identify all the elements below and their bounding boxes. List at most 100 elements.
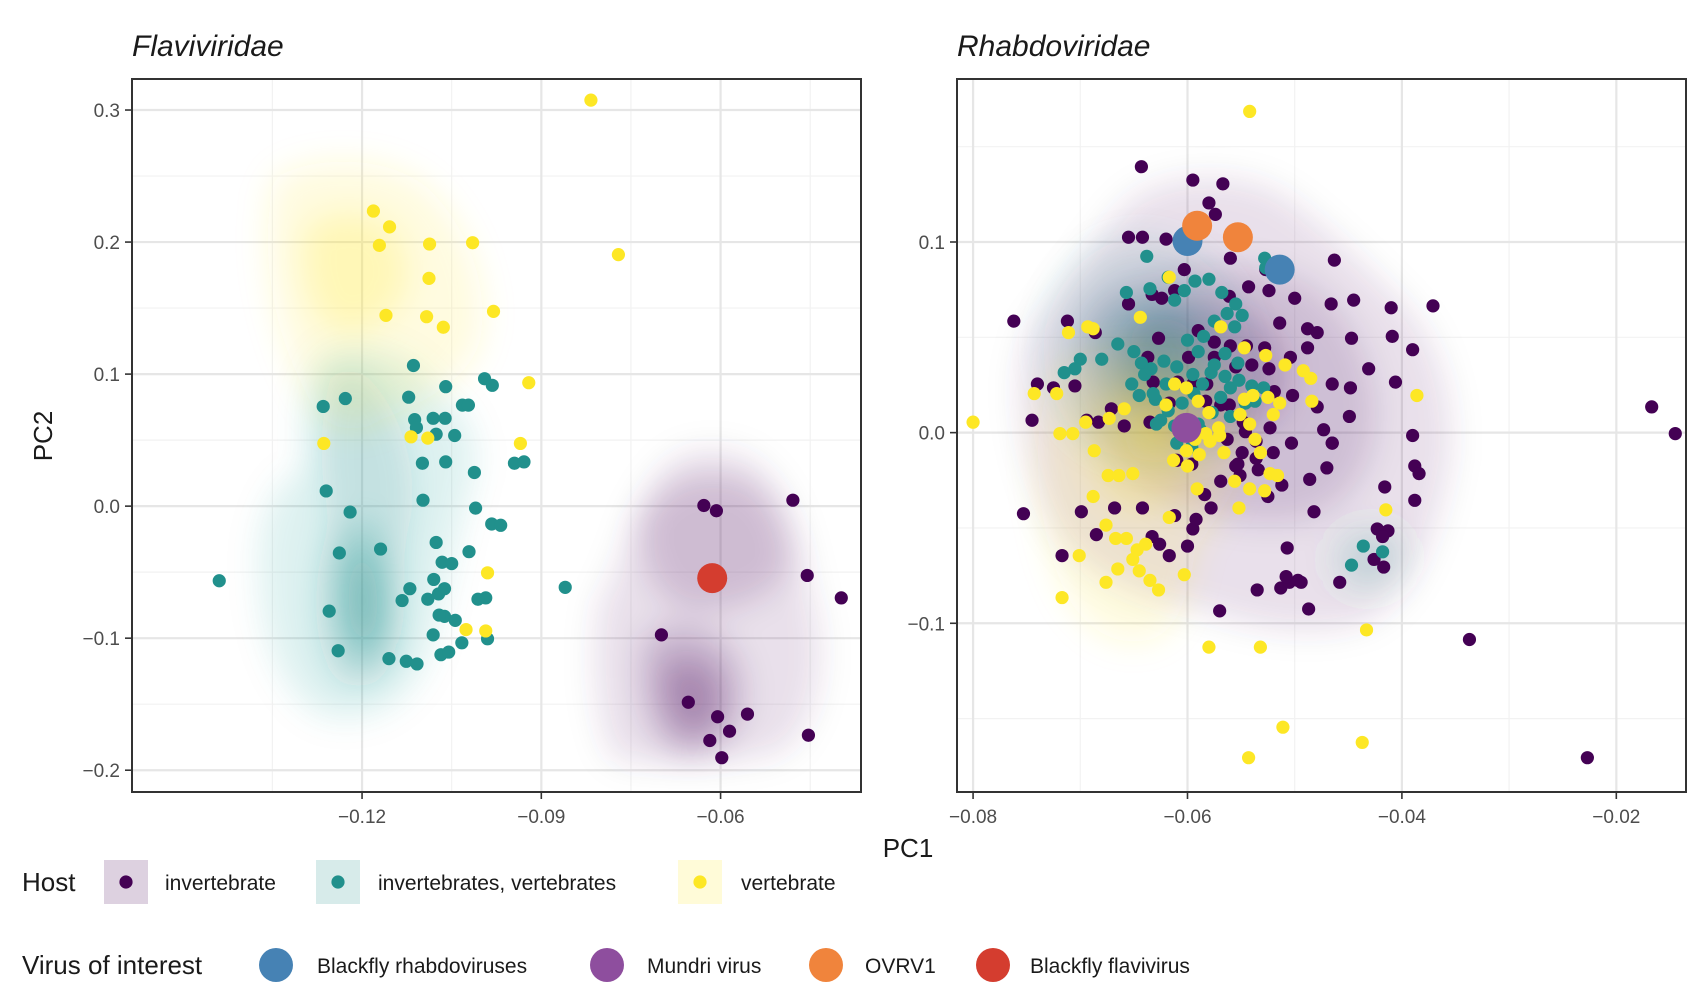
rhabdoviridae-point-invertebrate	[1016, 507, 1031, 521]
rhabdoviridae-point-invertebrate	[1074, 505, 1088, 519]
rhabdoviridae-y-tick-label: 0.1	[919, 233, 945, 254]
flaviviridae-point-invertebrates-vertebrates	[468, 501, 483, 515]
rhabdoviridae-point-vertebrate	[1111, 562, 1125, 576]
flaviviridae-point-vertebrate	[366, 204, 381, 218]
rhabdoviridae-point-invertebrate	[1376, 529, 1390, 544]
flaviviridae-point-invertebrate	[786, 493, 800, 507]
flaviviridae-point-invertebrates-vertebrates	[439, 380, 453, 394]
rhabdoviridae-point-ovrv1	[1222, 222, 1253, 253]
rhabdoviridae-point-invertebrate	[1007, 314, 1021, 328]
rhabdoviridae-point-vertebrate	[1126, 552, 1140, 567]
rhabdoviridae-point-invertebrate	[1251, 463, 1265, 477]
rhabdoviridae-point-mundri-virus	[1171, 412, 1202, 443]
rhabdoviridae-point-invertebrates-vertebrates	[1057, 365, 1071, 380]
flaviviridae-point-invertebrates-vertebrates	[462, 545, 476, 559]
flaviviridae-point-invertebrates-vertebrates	[439, 455, 453, 469]
rhabdoviridae-point-invertebrates-vertebrates	[1214, 390, 1228, 404]
flaviviridae-point-invertebrates-vertebrates	[415, 456, 430, 470]
rhabdoviridae-point-invertebrates-vertebrates	[1232, 373, 1246, 387]
flaviviridae-point-invertebrates-vertebrates	[426, 628, 440, 642]
flaviviridae-point-invertebrate	[654, 628, 669, 642]
flaviviridae-point-invertebrates-vertebrates	[416, 493, 430, 507]
rhabdoviridae-point-vertebrate	[1072, 549, 1086, 563]
rhabdoviridae-point-invertebrate	[1168, 284, 1182, 298]
rhabdoviridae-point-invertebrate	[1324, 297, 1338, 311]
rhabdoviridae-point-invertebrates-vertebrates	[1111, 337, 1125, 351]
rhabdoviridae-point-invertebrate	[1089, 528, 1103, 542]
flaviviridae-point-vertebrate	[422, 271, 436, 285]
rhabdoviridae-point-invertebrate	[1180, 539, 1195, 553]
virus-legend-label-blackfly-rhabdoviruses: Blackfly rhabdoviruses	[317, 955, 527, 978]
rhabdoviridae-point-vertebrate	[1133, 310, 1147, 324]
rhabdoviridae-x-tick-label: −0.04	[1378, 807, 1427, 828]
flaviviridae-point-vertebrate	[421, 431, 435, 445]
rhabdoviridae-point-invertebrate	[1668, 426, 1682, 441]
flaviviridae-point-invertebrates-vertebrates	[485, 378, 499, 392]
rhabdoviridae-point-invertebrate	[1384, 301, 1398, 315]
rhabdoviridae-point-vertebrate	[1079, 415, 1093, 429]
virus-legend-label-blackfly-flavivirus: Blackfly flavivirus	[1030, 955, 1190, 978]
rhabdoviridae-point-invertebrate	[1377, 560, 1391, 574]
rhabdoviridae-points	[966, 104, 1682, 765]
rhabdoviridae-point-invertebrates-vertebrates	[1202, 272, 1216, 286]
flaviviridae-point-invertebrates-vertebrates	[517, 455, 531, 469]
rhabdoviridae-point-invertebrates-vertebrates	[1218, 369, 1232, 384]
rhabdoviridae-point-invertebrate	[1162, 549, 1176, 563]
host-legend-dot-vertebrate	[693, 875, 707, 889]
flaviviridae-point-invertebrates-vertebrates	[382, 652, 396, 666]
rhabdoviridae-point-invertebrate	[1202, 196, 1216, 210]
rhabdoviridae-point-vertebrate	[1237, 341, 1251, 355]
rhabdoviridae-point-invertebrate	[1135, 230, 1150, 244]
flaviviridae-x-tick-label: −0.12	[338, 807, 386, 828]
rhabdoviridae-point-vertebrate	[1119, 531, 1133, 546]
rhabdoviridae-point-invertebrate	[1262, 362, 1276, 376]
rhabdoviridae-point-invertebrate	[1263, 421, 1277, 435]
virus-legend-dot-blackfly-flavivirus	[976, 948, 1010, 982]
rhabdoviridae-panel-title: Rhabdoviridae	[957, 30, 1150, 63]
flaviviridae-point-invertebrates-vertebrates	[212, 574, 226, 588]
rhabdoviridae-point-invertebrates-vertebrates	[1228, 320, 1242, 334]
rhabdoviridae-point-invertebrate	[1025, 413, 1039, 427]
rhabdoviridae-point-ovrv1	[1182, 210, 1213, 241]
rhabdoviridae-point-vertebrate	[1228, 474, 1242, 488]
rhabdoviridae-point-invertebrate	[1091, 415, 1106, 429]
rhabdoviridae-point-vertebrate	[1199, 426, 1213, 441]
rhabdoviridae-point-invertebrate	[1107, 501, 1122, 515]
flaviviridae-point-invertebrates-vertebrates	[406, 358, 421, 373]
rhabdoviridae-point-invertebrates-vertebrates	[1134, 356, 1148, 370]
rhabdoviridae-point-invertebrates-vertebrates	[1229, 297, 1243, 311]
rhabdoviridae-point-vertebrate	[1259, 348, 1273, 363]
flaviviridae-point-invertebrate	[681, 695, 695, 709]
flaviviridae-point-invertebrate	[697, 498, 711, 513]
flaviviridae-panel-title: Flaviviridae	[132, 30, 284, 63]
rhabdoviridae-point-invertebrate	[1134, 160, 1148, 174]
rhabdoviridae-x-tick-label: −0.08	[949, 807, 997, 828]
flaviviridae-point-invertebrate	[715, 751, 729, 765]
rhabdoviridae-point-invertebrates-vertebrates	[1140, 249, 1154, 263]
rhabdoviridae-point-invertebrates-vertebrates	[1146, 386, 1160, 401]
rhabdoviridae-point-invertebrate	[1279, 569, 1293, 584]
flaviviridae-point-invertebrates-vertebrates	[427, 572, 441, 587]
rhabdoviridae-point-invertebrates-vertebrates	[1125, 377, 1139, 391]
flaviviridae-point-invertebrate	[834, 591, 848, 605]
flaviviridae-point-invertebrates-vertebrates	[461, 398, 476, 412]
flaviviridae-point-invertebrate	[709, 504, 723, 518]
rhabdoviridae-point-invertebrates-vertebrates	[1344, 558, 1359, 572]
rhabdoviridae-point-invertebrate	[1146, 375, 1160, 389]
rhabdoviridae-point-vertebrate	[1168, 377, 1182, 391]
host-legend-dot-invertebrates-vertebrates	[331, 875, 345, 889]
flaviviridae-point-vertebrate	[479, 624, 493, 638]
flaviviridae-point-invertebrates-vertebrates	[338, 391, 352, 406]
flaviviridae-point-invertebrate	[800, 568, 814, 583]
rhabdoviridae-point-vertebrate	[1192, 447, 1206, 462]
flaviviridae-point-invertebrates-vertebrates	[332, 546, 346, 560]
flaviviridae-point-vertebrate	[436, 320, 450, 334]
rhabdoviridae-point-invertebrate	[1216, 177, 1230, 191]
rhabdoviridae-point-vertebrate	[1202, 640, 1216, 654]
rhabdoviridae-point-invertebrates-vertebrates	[1196, 329, 1211, 343]
rhabdoviridae-point-invertebrates-vertebrates	[1235, 308, 1249, 322]
rhabdoviridae-point-invertebrates-vertebrates	[1175, 396, 1189, 410]
rhabdoviridae-point-invertebrate	[1068, 379, 1082, 393]
flaviviridae-point-vertebrate	[584, 93, 598, 107]
